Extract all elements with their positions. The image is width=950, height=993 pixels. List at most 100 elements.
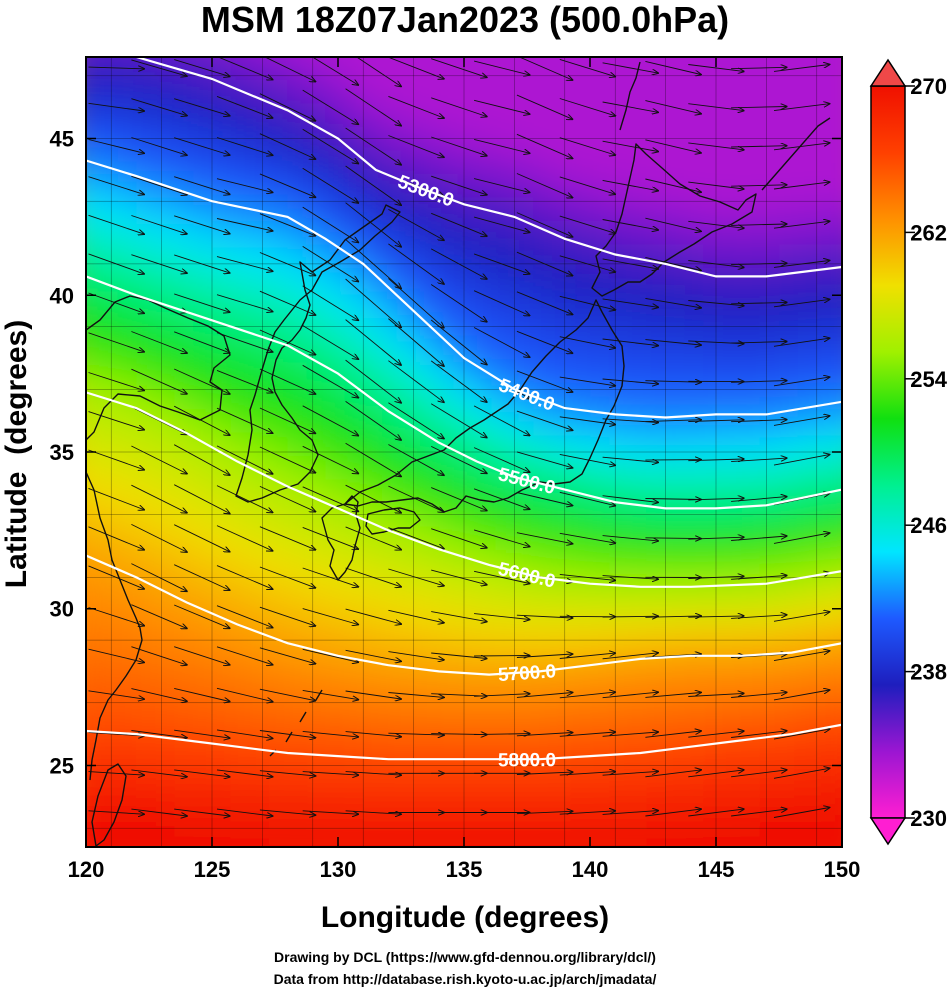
field-cell — [401, 314, 421, 339]
field-cell — [666, 855, 686, 880]
field-cell — [495, 337, 516, 363]
field-cell — [590, 643, 610, 668]
field-cell — [117, 807, 138, 833]
field-cell — [665, 126, 686, 151]
field-cell — [722, 478, 743, 504]
field-cell — [193, 408, 213, 433]
field-cell — [646, 361, 667, 386]
field-cell — [117, 737, 138, 762]
field-cell — [325, 337, 346, 363]
field-cell — [533, 855, 553, 880]
field-cell — [571, 408, 591, 433]
wind-vector — [302, 810, 359, 814]
wind-vector — [259, 446, 315, 473]
field-cell — [98, 243, 119, 268]
field-cell — [306, 149, 327, 174]
field-cell — [495, 314, 516, 339]
field-cell — [590, 784, 610, 809]
field-cell — [230, 290, 251, 316]
wind-vector — [216, 605, 273, 628]
field-cell — [174, 196, 195, 221]
field-cell — [288, 855, 308, 880]
field-cell — [306, 525, 327, 551]
wind-vector — [88, 648, 145, 662]
field-cell — [816, 408, 837, 433]
field-cell — [817, 32, 837, 57]
field-cell — [665, 784, 686, 809]
field-cell — [250, 855, 270, 880]
field-cell — [457, 431, 478, 457]
field-cell — [590, 220, 610, 245]
field-cell — [533, 596, 554, 621]
field-cell — [533, 196, 554, 221]
field-cell — [533, 831, 554, 847]
wind-vector — [645, 256, 701, 270]
field-cell — [155, 220, 176, 245]
field-cell — [401, 431, 421, 457]
field-cell — [287, 384, 308, 410]
wind-vector — [174, 729, 229, 738]
wind-vector — [602, 378, 658, 384]
field-cell — [136, 267, 157, 292]
field-cell — [722, 666, 743, 692]
field-cell — [684, 290, 705, 316]
field-cell — [476, 243, 497, 268]
wind-vector — [688, 576, 743, 578]
field-cell — [571, 337, 591, 363]
field-cell — [212, 102, 232, 127]
field-cell — [816, 596, 837, 621]
wind-vector — [345, 239, 401, 288]
field-cell — [571, 267, 591, 292]
field-cell — [476, 78, 497, 104]
field-cell — [457, 220, 478, 245]
field-cell — [136, 619, 157, 645]
field-cell — [816, 807, 837, 833]
field-cell — [646, 196, 667, 221]
x-tick-label: 130 — [320, 857, 357, 882]
wind-vector — [88, 67, 145, 69]
field-cell — [155, 57, 176, 80]
wind-vector — [388, 444, 443, 476]
field-cell — [174, 831, 195, 847]
field-cell — [457, 572, 478, 598]
wind-vector — [131, 604, 186, 629]
field-cell — [552, 149, 573, 174]
wind-vector — [688, 616, 743, 617]
field-cell — [835, 666, 842, 692]
coastlines — [86, 61, 831, 847]
colorbar-ticks: 230 238 246 254 262 270 — [905, 74, 948, 831]
field-cell — [117, 478, 138, 504]
field-cell — [835, 149, 842, 174]
field-cell — [552, 643, 573, 668]
field-cell — [760, 737, 780, 762]
wind-vector — [473, 405, 529, 436]
field-cell — [552, 855, 572, 880]
field-cell — [344, 713, 365, 739]
wind-vector — [430, 403, 487, 438]
field-cell — [155, 126, 176, 151]
field-cell — [722, 549, 743, 574]
wind-vector — [516, 693, 573, 698]
wind-vector — [474, 613, 529, 620]
field-cell — [230, 572, 251, 598]
field-cell — [212, 760, 232, 786]
wind-vector — [773, 768, 829, 779]
field-cell — [419, 831, 440, 847]
field-cell — [760, 337, 780, 363]
field-cell — [98, 784, 119, 809]
field-cell — [401, 149, 421, 174]
field-cell — [86, 455, 100, 480]
wind-vector — [473, 488, 529, 509]
field-cell — [571, 102, 591, 127]
field-cell — [741, 149, 762, 174]
field-cell — [344, 337, 365, 363]
field-cell — [136, 431, 157, 457]
field-cell — [249, 525, 270, 551]
field-cell — [230, 807, 251, 833]
field-cell — [741, 267, 762, 292]
wind-vector — [216, 769, 273, 777]
wind-vector — [216, 729, 273, 739]
field-cell — [193, 126, 213, 151]
field-cell — [552, 455, 573, 480]
field-cell — [325, 290, 346, 316]
